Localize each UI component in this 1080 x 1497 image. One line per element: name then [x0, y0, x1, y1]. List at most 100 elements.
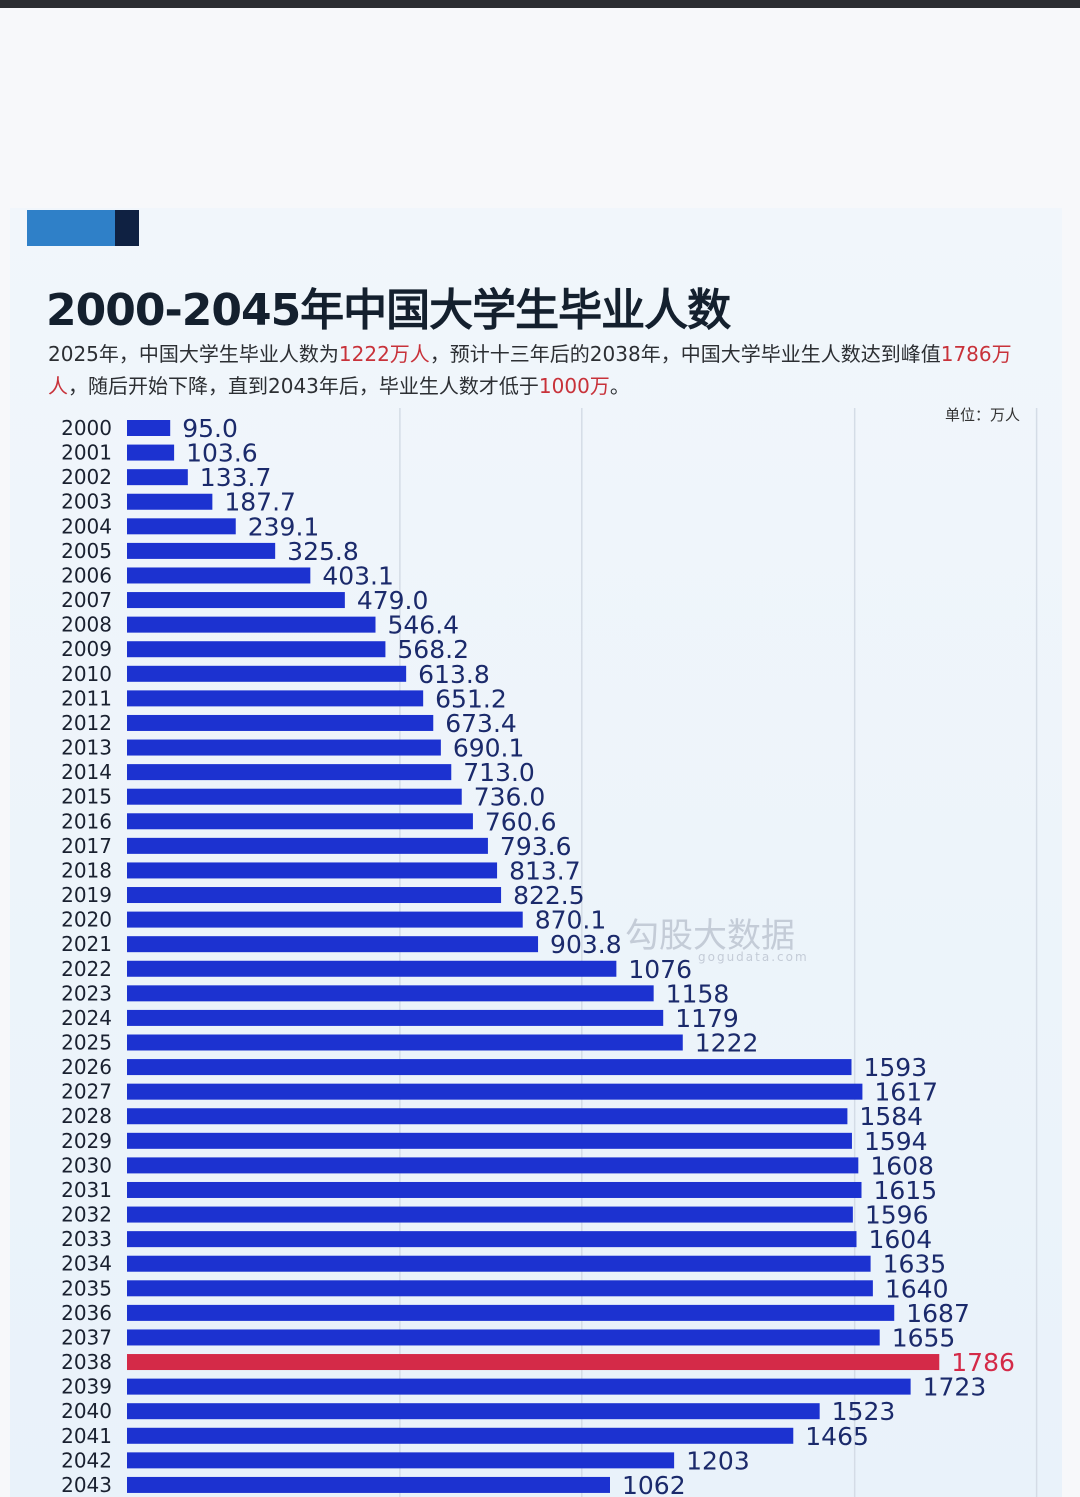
data-label: 1076: [628, 955, 692, 984]
data-label: 1617: [874, 1078, 938, 1107]
blank-area: [0, 8, 1080, 208]
y-tick-label: 2010: [61, 662, 112, 686]
data-label: 613.8: [418, 660, 490, 689]
bar: [127, 1280, 873, 1297]
bar: [127, 493, 213, 510]
y-tick-label: 2003: [61, 490, 112, 514]
bar: [127, 837, 488, 854]
y-tick-label: 2028: [61, 1104, 112, 1128]
data-label: 903.8: [550, 930, 622, 959]
bar: [127, 1009, 664, 1026]
data-label: 479.0: [357, 586, 429, 615]
bar: [127, 788, 462, 805]
bar: [127, 1476, 610, 1493]
data-label: 1523: [832, 1397, 896, 1426]
accent-tag: [27, 210, 139, 246]
data-label: 1465: [805, 1422, 869, 1451]
chart-card: 2000-2045年中国大学生毕业人数 2025年，中国大学生毕业人数为1222…: [10, 208, 1062, 1497]
subtitle-text-1: 2025年，中国大学生毕业人数为: [48, 342, 339, 366]
bar: [127, 764, 452, 781]
data-label: 690.1: [453, 734, 525, 763]
bar: [127, 1452, 675, 1469]
bar: [127, 518, 236, 535]
data-label: 568.2: [397, 635, 469, 664]
data-label: 1222: [695, 1029, 759, 1058]
y-tick-label: 2029: [61, 1129, 112, 1153]
y-tick-label: 2037: [61, 1325, 112, 1349]
data-label: 1687: [906, 1299, 970, 1328]
y-tick-label: 2042: [61, 1448, 112, 1472]
data-label: 1723: [923, 1373, 987, 1402]
data-label: 1584: [859, 1102, 923, 1131]
y-tick-label: 2001: [61, 441, 112, 465]
bar: [127, 469, 188, 486]
watermark-site: gogudata.com: [698, 950, 809, 964]
bar: [127, 1304, 895, 1321]
bar: [127, 1181, 862, 1198]
status-bar: [0, 0, 1080, 8]
bar-highlight: [127, 1354, 940, 1371]
y-tick-label: 2041: [61, 1424, 112, 1448]
y-tick-label: 2040: [61, 1399, 112, 1423]
data-label: 325.8: [287, 537, 359, 566]
y-tick-label: 2017: [61, 834, 112, 858]
subtitle-text-3: ，随后开始下降，直到2043年后，毕业生人数才低于: [68, 374, 539, 398]
bar: [127, 444, 175, 461]
y-tick-label: 2019: [61, 883, 112, 907]
data-label: 403.1: [322, 561, 394, 590]
y-tick-label: 2020: [61, 908, 112, 932]
data-label: 1062: [622, 1471, 686, 1497]
bar: [127, 1378, 911, 1395]
y-tick-label: 2030: [61, 1153, 112, 1177]
y-tick-label: 2014: [61, 760, 112, 784]
bar: [127, 1108, 848, 1125]
accent-tag-light: [27, 210, 115, 246]
data-label: 870.1: [535, 906, 607, 935]
data-label: 1615: [874, 1176, 938, 1205]
bar: [127, 985, 654, 1002]
data-label: 1203: [686, 1446, 750, 1475]
y-tick-label: 2013: [61, 736, 112, 760]
bar: [127, 1157, 859, 1174]
y-tick-label: 2018: [61, 858, 112, 882]
bar: [127, 862, 498, 879]
y-tick-label: 2006: [61, 563, 112, 587]
data-label: 187.7: [224, 488, 296, 517]
watermark-brand: 勾股大数据: [625, 916, 795, 956]
data-label: 760.6: [485, 807, 557, 836]
y-tick-label: 2039: [61, 1375, 112, 1399]
y-tick-label: 2008: [61, 613, 112, 637]
y-tick-label: 2015: [61, 785, 112, 809]
bar: [127, 887, 502, 904]
data-label: 1179: [675, 1004, 739, 1033]
y-tick-label: 2002: [61, 465, 112, 489]
data-label: 95.0: [182, 414, 238, 443]
data-label: 546.4: [388, 611, 460, 640]
bar: [127, 1231, 857, 1248]
y-tick-label: 2023: [61, 981, 112, 1005]
subtitle-highlight-1: 1222万人: [338, 342, 430, 366]
data-label: 1608: [870, 1151, 934, 1180]
data-label: 1786: [951, 1348, 1015, 1377]
data-label: 1655: [892, 1323, 956, 1352]
data-label: 651.2: [435, 684, 507, 713]
bar: [127, 616, 376, 633]
bar: [127, 665, 407, 682]
y-tick-label: 2035: [61, 1276, 112, 1300]
bar: [127, 714, 434, 731]
bar: [127, 813, 473, 830]
y-tick-label: 2027: [61, 1080, 112, 1104]
data-label: 1596: [865, 1201, 929, 1230]
bar: [127, 420, 171, 436]
chart-title: 2000-2045年中国大学生毕业人数: [46, 285, 731, 336]
bar: [127, 1329, 880, 1346]
subtitle-text-2: ，预计十三年后的2038年，中国大学毕业生人数达到峰值: [429, 342, 941, 366]
data-label: 793.6: [500, 832, 572, 861]
subtitle-text-4: 。: [609, 374, 630, 398]
bar: [127, 1059, 852, 1076]
data-label: 239.1: [248, 512, 320, 541]
data-label: 103.6: [186, 439, 258, 468]
y-tick-label: 2031: [61, 1178, 112, 1202]
y-tick-label: 2026: [61, 1055, 112, 1079]
